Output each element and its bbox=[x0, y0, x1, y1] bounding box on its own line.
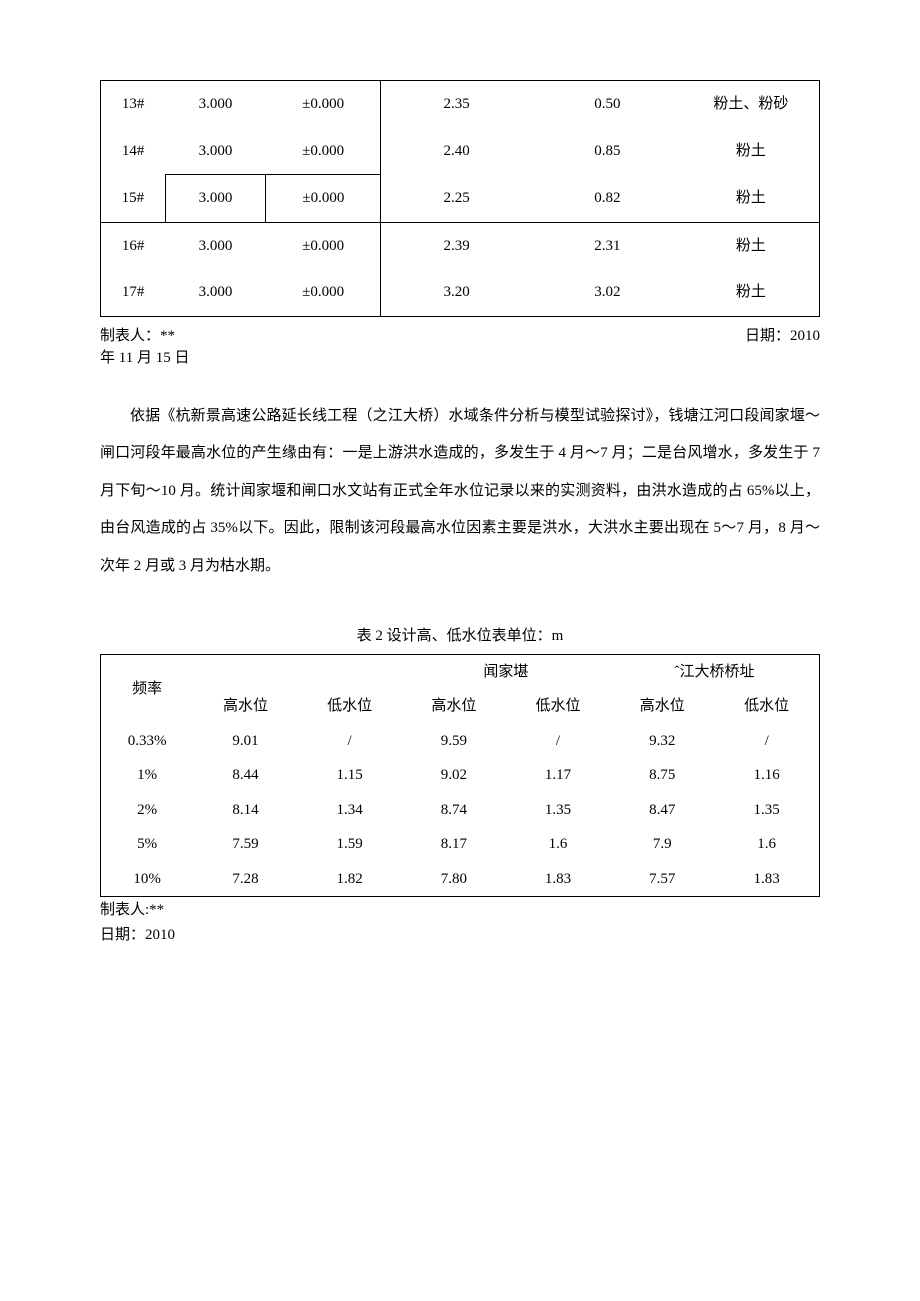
cell-h2: 9.59 bbox=[402, 724, 506, 759]
table2-caption: 表 2 设计高、低水位表单位：m bbox=[100, 625, 820, 648]
header-site3: ˆ江大桥桥址 bbox=[610, 654, 819, 689]
header-high: 高水位 bbox=[193, 689, 297, 724]
table2-footer-date: 日期：2010 bbox=[100, 924, 820, 947]
cell-id: 13# bbox=[101, 81, 166, 128]
table-row: 5% 7.59 1.59 8.17 1.6 7.9 1.6 bbox=[101, 827, 820, 862]
cell-a: 3.000 bbox=[165, 81, 266, 128]
table-row: 16# 3.000 ±0.000 2.39 2.31 粉土 bbox=[101, 222, 820, 269]
cell-h1: 8.14 bbox=[193, 793, 297, 828]
header-site2: 闻家堪 bbox=[402, 654, 610, 689]
cell-l1: 1.15 bbox=[298, 758, 402, 793]
header-high: 高水位 bbox=[610, 689, 714, 724]
cell-d: 3.02 bbox=[532, 269, 683, 316]
header-low: 低水位 bbox=[714, 689, 819, 724]
header-high: 高水位 bbox=[402, 689, 506, 724]
cell-l1: 1.82 bbox=[298, 862, 402, 897]
header-empty bbox=[193, 654, 401, 689]
table-row: 17# 3.000 ±0.000 3.20 3.02 粉土 bbox=[101, 269, 820, 316]
cell-c: 3.20 bbox=[381, 269, 532, 316]
cell-c: 2.35 bbox=[381, 81, 532, 128]
cell-h1: 7.59 bbox=[193, 827, 297, 862]
cell-e: 粉土 bbox=[683, 175, 820, 223]
cell-h1: 8.44 bbox=[193, 758, 297, 793]
cell-d: 0.85 bbox=[532, 128, 683, 175]
cell-d: 0.50 bbox=[532, 81, 683, 128]
cell-h3: 7.57 bbox=[610, 862, 714, 897]
cell-c: 2.40 bbox=[381, 128, 532, 175]
cell-l3: 1.35 bbox=[714, 793, 819, 828]
cell-freq: 10% bbox=[101, 862, 194, 897]
table2: 频率 闻家堪 ˆ江大桥桥址 高水位 低水位 高水位 低水位 高水位 低水位 0.… bbox=[100, 654, 820, 898]
table-row: 15# 3.000 ±0.000 2.25 0.82 粉土 bbox=[101, 175, 820, 223]
cell-h3: 9.32 bbox=[610, 724, 714, 759]
maker-label: 制表人：** bbox=[100, 325, 175, 348]
table-row: 14# 3.000 ±0.000 2.40 0.85 粉土 bbox=[101, 128, 820, 175]
cell-h1: 9.01 bbox=[193, 724, 297, 759]
cell-freq: 0.33% bbox=[101, 724, 194, 759]
cell-l1: 1.34 bbox=[298, 793, 402, 828]
table2-footer-maker: 制表人:** bbox=[100, 899, 820, 922]
cell-a: 3.000 bbox=[165, 269, 266, 316]
cell-e: 粉土、粉砂 bbox=[683, 81, 820, 128]
cell-c: 2.25 bbox=[381, 175, 532, 223]
cell-freq: 5% bbox=[101, 827, 194, 862]
cell-l1: 1.59 bbox=[298, 827, 402, 862]
cell-e: 粉土 bbox=[683, 269, 820, 316]
cell-c: 2.39 bbox=[381, 222, 532, 269]
header-low: 低水位 bbox=[506, 689, 610, 724]
cell-h1: 7.28 bbox=[193, 862, 297, 897]
body-paragraph: 依据《杭新景高速公路延长线工程（之江大桥）水域条件分析与模型试验探讨》，钱塘江河… bbox=[100, 398, 820, 586]
table2-header-row2: 高水位 低水位 高水位 低水位 高水位 低水位 bbox=[101, 689, 820, 724]
table-row: 2% 8.14 1.34 8.74 1.35 8.47 1.35 bbox=[101, 793, 820, 828]
cell-l2: / bbox=[506, 724, 610, 759]
cell-l1: / bbox=[298, 724, 402, 759]
cell-a: 3.000 bbox=[165, 175, 266, 223]
header-freq: 频率 bbox=[101, 654, 194, 724]
table-row: 1% 8.44 1.15 9.02 1.17 8.75 1.16 bbox=[101, 758, 820, 793]
cell-b: ±0.000 bbox=[266, 128, 381, 175]
cell-l2: 1.35 bbox=[506, 793, 610, 828]
cell-h2: 7.80 bbox=[402, 862, 506, 897]
cell-b: ±0.000 bbox=[266, 81, 381, 128]
date-label: 日期：2010 bbox=[745, 325, 820, 348]
table1-container: 13# 3.000 ±0.000 2.35 0.50 粉土、粉砂 14# 3.0… bbox=[100, 80, 820, 317]
cell-b: ±0.000 bbox=[266, 175, 381, 223]
cell-a: 3.000 bbox=[165, 128, 266, 175]
cell-h3: 8.47 bbox=[610, 793, 714, 828]
cell-d: 0.82 bbox=[532, 175, 683, 223]
cell-id: 14# bbox=[101, 128, 166, 175]
cell-l3: 1.16 bbox=[714, 758, 819, 793]
cell-b: ±0.000 bbox=[266, 269, 381, 316]
table2-header-row1: 频率 闻家堪 ˆ江大桥桥址 bbox=[101, 654, 820, 689]
cell-l2: 1.17 bbox=[506, 758, 610, 793]
cell-id: 16# bbox=[101, 222, 166, 269]
table-row: 0.33% 9.01 / 9.59 / 9.32 / bbox=[101, 724, 820, 759]
cell-b: ±0.000 bbox=[266, 222, 381, 269]
cell-freq: 1% bbox=[101, 758, 194, 793]
table-row: 13# 3.000 ±0.000 2.35 0.50 粉土、粉砂 bbox=[101, 81, 820, 128]
cell-l3: 1.6 bbox=[714, 827, 819, 862]
cell-h2: 8.17 bbox=[402, 827, 506, 862]
cell-l2: 1.83 bbox=[506, 862, 610, 897]
table1: 13# 3.000 ±0.000 2.35 0.50 粉土、粉砂 14# 3.0… bbox=[100, 80, 820, 317]
cell-l3: 1.83 bbox=[714, 862, 819, 897]
cell-h3: 8.75 bbox=[610, 758, 714, 793]
cell-d: 2.31 bbox=[532, 222, 683, 269]
table1-footer-line2: 年 11 月 15 日 bbox=[100, 347, 820, 370]
cell-h2: 9.02 bbox=[402, 758, 506, 793]
cell-id: 17# bbox=[101, 269, 166, 316]
table-row: 10% 7.28 1.82 7.80 1.83 7.57 1.83 bbox=[101, 862, 820, 897]
cell-e: 粉土 bbox=[683, 222, 820, 269]
cell-e: 粉土 bbox=[683, 128, 820, 175]
cell-l2: 1.6 bbox=[506, 827, 610, 862]
table1-footer: 制表人：** 日期：2010 bbox=[100, 325, 820, 348]
cell-a: 3.000 bbox=[165, 222, 266, 269]
header-low: 低水位 bbox=[298, 689, 402, 724]
cell-h3: 7.9 bbox=[610, 827, 714, 862]
cell-freq: 2% bbox=[101, 793, 194, 828]
cell-l3: / bbox=[714, 724, 819, 759]
cell-id: 15# bbox=[101, 175, 166, 223]
cell-h2: 8.74 bbox=[402, 793, 506, 828]
